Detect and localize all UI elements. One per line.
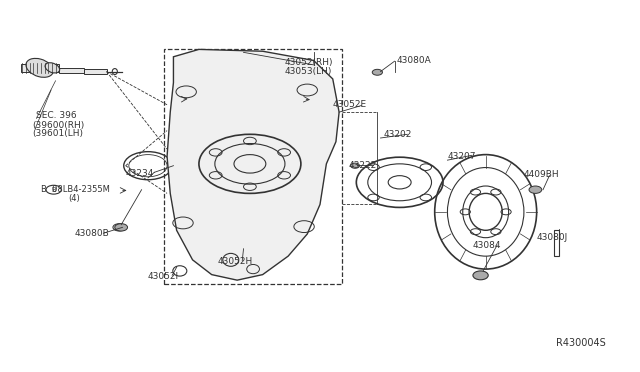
Ellipse shape (26, 58, 53, 77)
Text: 43202: 43202 (384, 130, 412, 139)
Circle shape (115, 224, 127, 231)
Bar (84, 69, 106, 74)
Text: (39601(LH): (39601(LH) (32, 129, 83, 138)
Text: 43207: 43207 (447, 152, 476, 161)
Text: 43222: 43222 (349, 161, 377, 170)
Circle shape (372, 69, 383, 75)
Text: (4): (4) (68, 195, 80, 203)
Text: B  08LB4-2355M: B 08LB4-2355M (41, 185, 110, 194)
Circle shape (113, 224, 125, 231)
Text: 43052(RH): 43052(RH) (285, 58, 333, 67)
Text: SEC. 396: SEC. 396 (36, 111, 77, 121)
Bar (20, 64, 59, 71)
Text: 43052E: 43052E (333, 100, 367, 109)
Text: 43080J: 43080J (537, 233, 568, 242)
Text: R430004S: R430004S (556, 338, 605, 348)
Text: 43234: 43234 (125, 169, 154, 177)
Circle shape (529, 186, 541, 193)
Polygon shape (167, 49, 339, 280)
Text: (39600(RH): (39600(RH) (32, 121, 84, 129)
Text: 43084: 43084 (473, 241, 501, 250)
Text: 43080B: 43080B (75, 230, 109, 238)
Bar (554, 230, 559, 256)
Text: B: B (51, 187, 56, 193)
Text: 43080A: 43080A (396, 56, 431, 65)
Text: 43052I: 43052I (148, 272, 179, 281)
Circle shape (351, 163, 360, 168)
Ellipse shape (45, 63, 60, 73)
Circle shape (473, 271, 488, 280)
Bar (164, 49, 342, 284)
Text: 43052H: 43052H (218, 257, 253, 266)
Text: 43053(LH): 43053(LH) (285, 67, 332, 76)
Bar (59, 68, 84, 73)
Text: 4409BH: 4409BH (524, 170, 559, 179)
